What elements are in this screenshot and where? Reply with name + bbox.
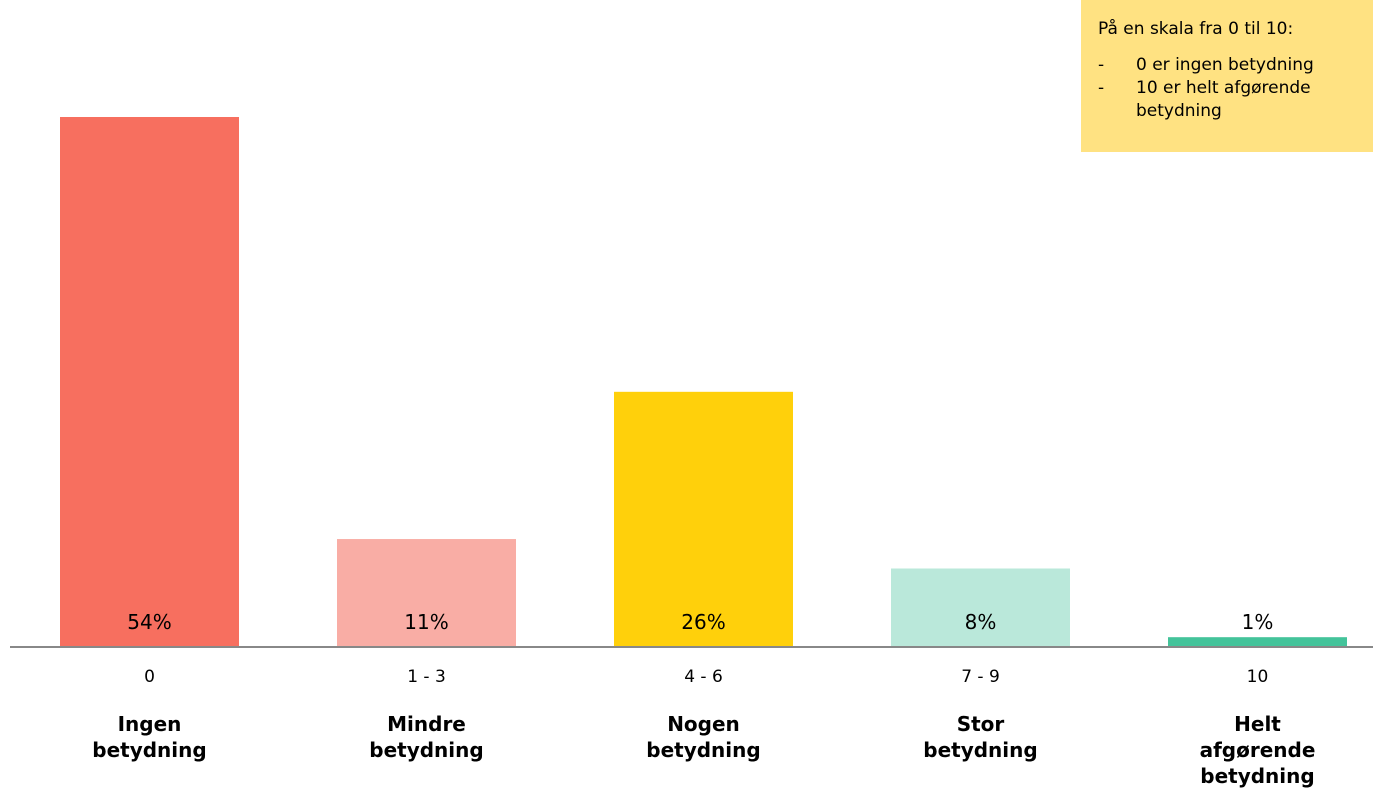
note-item-text: 0 er ingen betydning — [1136, 55, 1314, 75]
bar-value-label: 1% — [1242, 610, 1274, 634]
category-name-label: Mindre — [387, 712, 466, 736]
category-name-label: betydning — [646, 738, 760, 762]
x-tick-label: 4 - 6 — [684, 667, 723, 687]
bar-value-label: 26% — [681, 610, 725, 634]
x-tick-label: 7 - 9 — [961, 667, 1000, 687]
bar — [337, 539, 516, 647]
category-name-label: Ingen — [118, 712, 182, 736]
category-name-label: betydning — [923, 738, 1037, 762]
bar-value-label: 8% — [965, 610, 997, 634]
category-name-label: betydning — [92, 738, 206, 762]
scale-note-title: På en skala fra 0 til 10: — [1098, 19, 1294, 39]
scale-note-item: - 10 er helt afgørende betydning — [1098, 77, 1359, 123]
bar-value-label: 11% — [404, 610, 448, 634]
bar — [60, 117, 239, 647]
category-name-label: Nogen — [667, 712, 740, 736]
x-tick-label: 1 - 3 — [407, 667, 446, 687]
bar-value-label: 54% — [127, 610, 171, 634]
category-name-label: Helt — [1234, 712, 1281, 736]
note-item-text: 10 er helt afgørende betydning — [1136, 78, 1311, 121]
bar — [614, 391, 793, 647]
bar — [1168, 637, 1347, 647]
category-name-label: betydning — [1200, 764, 1314, 788]
category-name-label: betydning — [369, 738, 483, 762]
note-item-dash: - — [1098, 78, 1105, 98]
scale-note-item: - 0 er ingen betydning — [1098, 54, 1359, 77]
scale-note-box: På en skala fra 0 til 10: - 0 er ingen b… — [1081, 0, 1373, 152]
x-tick-label: 0 — [144, 667, 155, 687]
category-name-label: afgørende — [1200, 738, 1316, 762]
category-name-label: Stor — [957, 712, 1005, 736]
note-item-dash: - — [1098, 55, 1105, 75]
x-tick-label: 10 — [1247, 667, 1269, 687]
bar — [891, 568, 1070, 647]
bars-group — [60, 117, 1347, 647]
